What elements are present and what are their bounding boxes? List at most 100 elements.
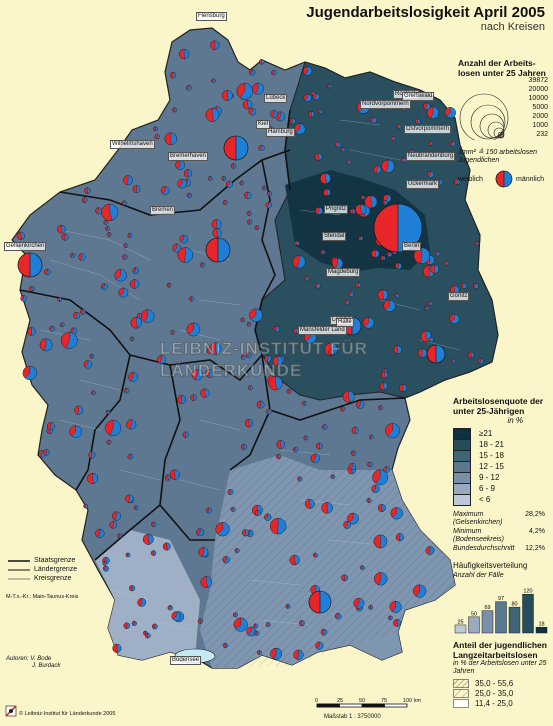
district-pie xyxy=(258,144,265,152)
size-value: 39872 xyxy=(528,77,548,84)
district-pie xyxy=(105,410,111,415)
district-pie xyxy=(320,629,328,636)
stat-label: Maximum xyxy=(453,511,484,518)
female-label: weiblich xyxy=(458,176,483,183)
district-pie xyxy=(57,225,66,234)
size-value: 10000 xyxy=(528,95,548,102)
district-pie xyxy=(360,565,365,570)
district-pie xyxy=(304,275,310,281)
district-pie xyxy=(153,126,158,132)
histogram-value: 120 xyxy=(523,589,532,595)
district-pie xyxy=(186,192,192,198)
boundary-legend-lines xyxy=(8,560,30,580)
district-pie xyxy=(394,293,400,298)
district-pie xyxy=(169,469,180,480)
stat-sub: (Gelsenkirchen) xyxy=(453,519,503,526)
hatched-longterm xyxy=(200,455,455,668)
district-pie xyxy=(315,282,321,289)
district-pie xyxy=(348,291,354,297)
district-pie xyxy=(117,533,123,539)
district-pie xyxy=(73,311,81,319)
district-pie xyxy=(335,141,342,148)
district-pie xyxy=(131,620,137,626)
rate-legend-heading: Arbeitslosenquote der unter 25-Jährigen xyxy=(453,396,544,416)
stat-label: Bundesdurchschnitt xyxy=(453,545,515,552)
district-pie xyxy=(389,600,402,613)
district-pie xyxy=(276,454,282,460)
size-value: 20000 xyxy=(528,86,548,93)
place-label: Mansfelder Land xyxy=(298,326,347,335)
district-pie xyxy=(270,110,278,118)
district-pie xyxy=(106,439,112,445)
district-pie xyxy=(210,40,220,50)
district-pie xyxy=(428,336,434,342)
district-border-label: Kreisgrenze xyxy=(34,575,72,582)
district-pie xyxy=(314,152,323,161)
district-pie xyxy=(27,327,36,336)
map-title-block: Jugendarbeitslosigkeit April 2005 nach K… xyxy=(306,4,545,34)
district-pie xyxy=(396,124,402,129)
district-pie xyxy=(272,356,283,367)
district-pie xyxy=(478,358,484,364)
district-pie xyxy=(244,419,254,428)
district-pie xyxy=(236,83,254,100)
histogram-bar xyxy=(522,593,534,634)
district-pie xyxy=(322,424,328,430)
rate-class-label: 6 - 9 xyxy=(479,484,496,493)
district-pie xyxy=(348,463,356,471)
size-value: 1000 xyxy=(532,122,548,129)
district-pie xyxy=(423,102,431,111)
district-pie xyxy=(123,622,131,630)
district-pie xyxy=(242,99,253,110)
district-pie xyxy=(80,308,86,315)
district-pie xyxy=(254,630,260,636)
district-pie xyxy=(413,584,427,598)
district-pie xyxy=(129,585,136,592)
scale-tick: 100 km xyxy=(403,698,422,704)
stat-value: 4,2% xyxy=(529,528,545,535)
longterm-classes: 35,0 - 55,6 25,0 - 35,0 11,4 - 25,0 xyxy=(453,679,551,709)
district-pie xyxy=(109,521,117,529)
district-pie xyxy=(323,188,331,197)
map-title: Jugendarbeitslosigkeit April 2005 xyxy=(306,4,545,21)
district-pie xyxy=(233,612,238,618)
district-pie xyxy=(222,642,228,648)
district-pie xyxy=(374,572,388,586)
district-pie xyxy=(191,369,203,381)
district-pie xyxy=(95,528,105,539)
authors-label: Autoren: xyxy=(6,656,29,662)
place-label: Gelsenkirchen xyxy=(4,242,47,251)
rate-class-label: 9 - 12 xyxy=(479,473,500,482)
rate-class-label: 12 - 15 xyxy=(479,462,504,471)
district-pie xyxy=(150,550,157,556)
district-pie xyxy=(298,620,305,627)
district-pie xyxy=(378,405,384,411)
district-pie xyxy=(347,512,359,525)
district-pie xyxy=(20,295,27,302)
district-pie xyxy=(145,632,151,639)
district-pie xyxy=(105,420,122,436)
district-pie xyxy=(253,623,259,629)
district-pie xyxy=(101,203,119,221)
district-pie xyxy=(206,347,213,354)
place-label: Greifswald xyxy=(402,92,435,101)
district-pie xyxy=(270,647,283,660)
district-pie xyxy=(393,619,401,627)
district-pie xyxy=(415,118,421,125)
rate-class-label: < 6 xyxy=(479,495,491,504)
rate-class-label: 18 - 21 xyxy=(479,440,504,449)
district-pie xyxy=(39,338,53,352)
district-pie xyxy=(364,195,378,209)
district-pie xyxy=(289,118,296,125)
district-pie xyxy=(426,106,440,119)
district-pie xyxy=(444,260,449,266)
district-pie xyxy=(312,93,320,101)
district-pie xyxy=(198,547,209,558)
district-pie xyxy=(269,517,287,535)
district-pie xyxy=(249,69,256,76)
district-pie xyxy=(308,111,315,118)
district-pie xyxy=(70,327,78,335)
district-pie xyxy=(186,322,201,337)
district-pie xyxy=(353,597,365,609)
district-pie xyxy=(200,388,210,398)
